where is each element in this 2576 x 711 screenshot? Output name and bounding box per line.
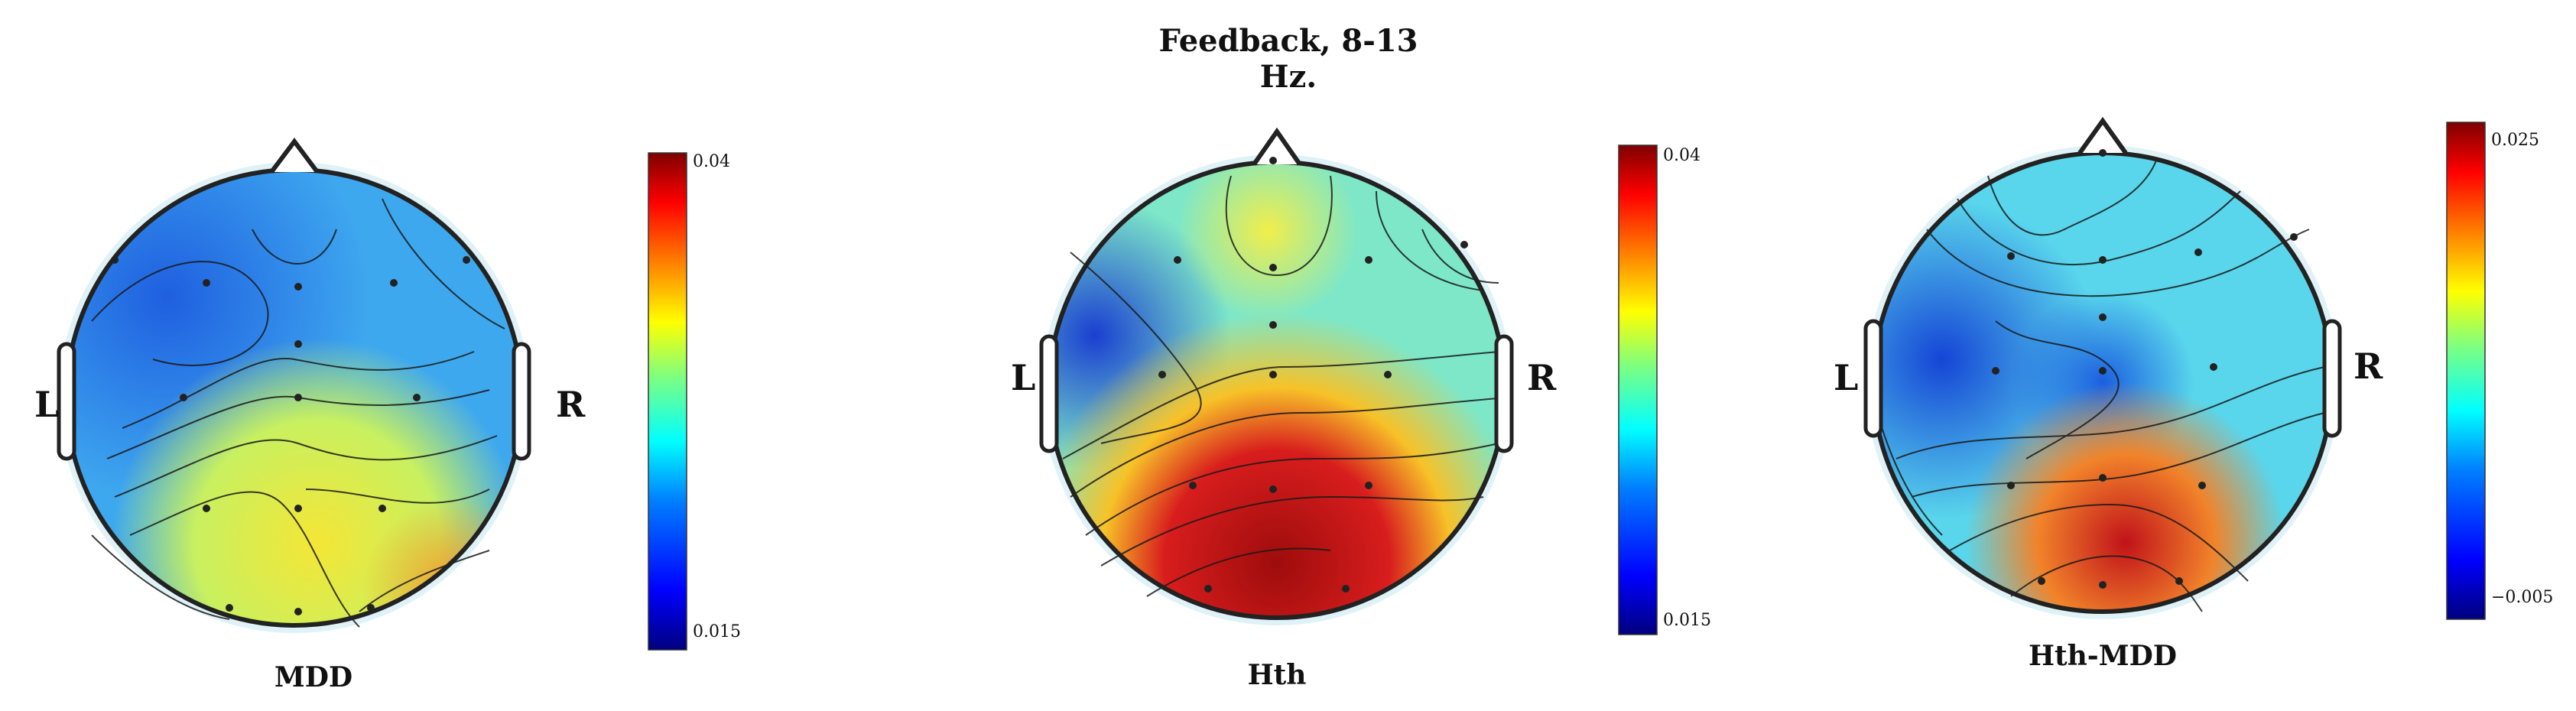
- colorbar-min-label: −0.005: [2491, 588, 2553, 607]
- right-ear-icon: [512, 342, 531, 461]
- left-ear-icon: [1039, 334, 1059, 453]
- topomap-hth-mdd: L R Hth-MDD 0.025 −0.005: [1834, 116, 2553, 672]
- right-hemisphere-label: R: [556, 384, 586, 425]
- contour-lines: [91, 198, 505, 628]
- left-hemisphere-label: L: [34, 384, 59, 425]
- right-hemisphere-label: R: [1527, 357, 1557, 398]
- panel-title: Hth: [1248, 659, 1307, 691]
- left-hemisphere-label: L: [1834, 357, 1858, 398]
- colorbar: [1618, 144, 1658, 635]
- figure-title: Feedback, 8-13 Hz.: [1158, 23, 1418, 95]
- left-ear-icon: [1863, 319, 1883, 438]
- electrode-dots: [111, 256, 470, 615]
- colorbar: [648, 152, 687, 651]
- right-ear-icon: [2322, 319, 2342, 438]
- colorbar-min-label: 0.015: [693, 622, 741, 641]
- nose-icon: [1252, 127, 1302, 166]
- panel-title: MDD: [274, 661, 352, 693]
- contour-lines: [1062, 175, 1507, 597]
- colorbar-max-label: 0.04: [1663, 146, 1701, 165]
- panel-title: Hth-MDD: [2029, 640, 2177, 672]
- topomap-mdd: L R MDD 0.04 0.015: [34, 138, 741, 693]
- left-hemisphere-label: L: [1011, 357, 1035, 398]
- colorbar-max-label: 0.025: [2491, 131, 2539, 150]
- contour-lines: [1873, 160, 2325, 612]
- topomap-hth: L R Hth 0.04 0.015: [1011, 127, 1711, 691]
- right-hemisphere-label: R: [2353, 346, 2383, 387]
- electrode-dots: [1992, 149, 2298, 589]
- nose-icon: [269, 138, 320, 174]
- nose-icon: [2077, 116, 2128, 154]
- colorbar: [2446, 122, 2486, 620]
- colorbar-max-label: 0.04: [693, 152, 730, 171]
- colorbar-min-label: 0.015: [1663, 611, 1711, 630]
- right-ear-icon: [1494, 334, 1514, 453]
- electrode-dots: [1158, 157, 1468, 592]
- left-ear-icon: [57, 342, 76, 461]
